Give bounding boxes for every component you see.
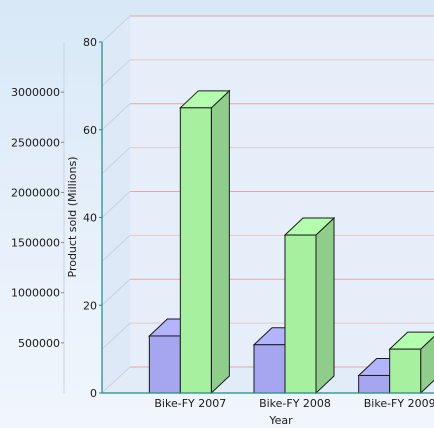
bar xyxy=(148,335,181,394)
gridline-side xyxy=(101,322,131,350)
y-tick-label: 40 xyxy=(83,212,97,225)
axes: 0 20 40 60 80 500000 1000000 1500000 2000000 2500… xyxy=(11,36,434,410)
x-axis-title: Year xyxy=(268,414,293,427)
gridline-side xyxy=(101,15,131,43)
secondary-y-tick-label: 2500000 xyxy=(11,136,60,149)
gridline-side xyxy=(101,366,131,394)
y-tick-label: 0 xyxy=(90,387,97,400)
secondary-y-tick-label: 1500000 xyxy=(11,237,60,250)
bar xyxy=(389,348,422,394)
gridline-side xyxy=(101,147,131,174)
gridline-side xyxy=(101,235,131,262)
bar-side xyxy=(315,216,335,395)
bar xyxy=(179,107,212,394)
secondary-y-tick-label: 1000000 xyxy=(11,287,60,300)
bars xyxy=(148,89,434,395)
bar xyxy=(253,344,286,394)
x-tick-label: Bike-FY 2009 xyxy=(364,397,434,410)
bar-side xyxy=(210,89,230,395)
gridline-side xyxy=(101,278,131,306)
gridline-side xyxy=(101,103,131,131)
secondary-y-tick-label: 3000000 xyxy=(11,86,60,99)
x-tick-label: Bike-FY 2008 xyxy=(259,397,331,410)
bar xyxy=(284,234,317,394)
y-tick-label: 60 xyxy=(83,124,97,137)
y-tick-label: 20 xyxy=(83,299,97,312)
gridline-side xyxy=(101,191,131,218)
gridline-side xyxy=(101,59,131,87)
secondary-y-tick-label: 2000000 xyxy=(11,186,60,199)
secondary-y-tick-label: 500000 xyxy=(18,337,60,350)
bar xyxy=(358,374,391,394)
y-axis-title: Product sold (Millions) xyxy=(66,157,79,278)
x-tick-label: Bike-FY 2007 xyxy=(154,397,226,410)
y-tick-label: 80 xyxy=(83,36,97,49)
